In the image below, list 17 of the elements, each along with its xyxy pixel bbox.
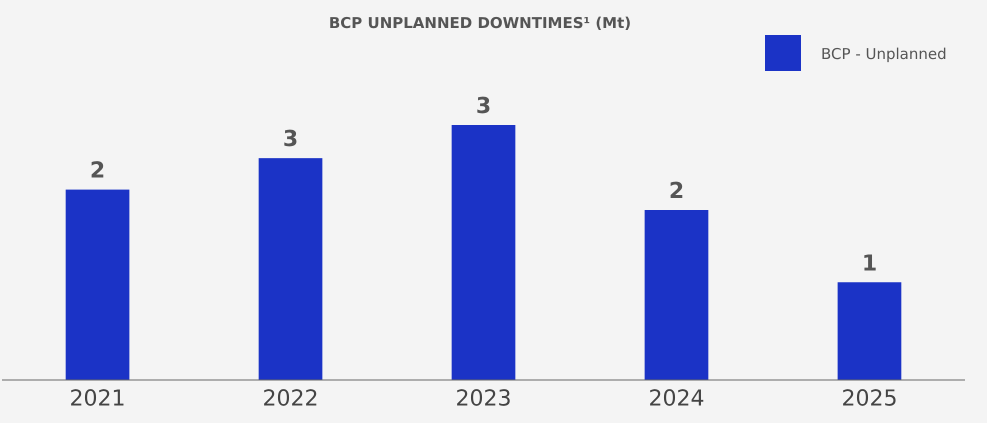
data-label: 2 (90, 158, 106, 184)
bar (838, 282, 902, 380)
x-tick-label: 2022 (262, 386, 319, 412)
legend-label: BCP - Unplanned (821, 45, 947, 63)
data-label: 3 (476, 94, 492, 119)
x-tick-label: 2021 (70, 386, 126, 412)
chart-title: BCP UNPLANNED DOWNTIMES¹ (Mt) (328, 14, 632, 32)
bar (258, 158, 322, 380)
bar (452, 125, 516, 380)
x-tick-label: 2023 (456, 386, 512, 412)
x-tick-label: 2024 (648, 386, 704, 412)
data-label: 1 (862, 251, 878, 276)
bar (66, 190, 130, 380)
bar (644, 210, 708, 380)
data-label: 2 (668, 179, 684, 204)
data-label: 3 (282, 127, 298, 152)
x-tick-label: 2025 (841, 386, 898, 412)
